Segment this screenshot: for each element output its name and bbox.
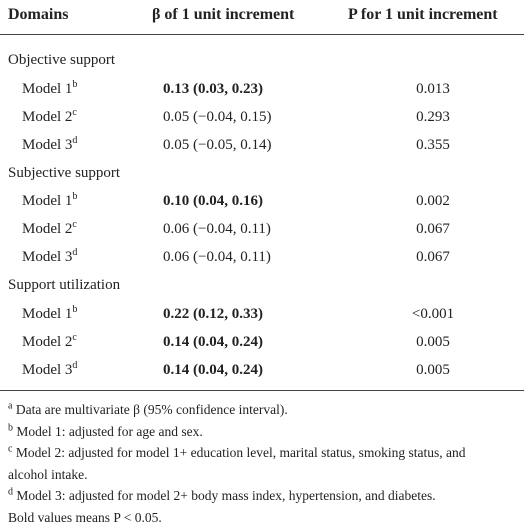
model-footnote-mark: b	[72, 78, 78, 90]
beta-value: 0.22 (0.12, 0.33)	[163, 305, 263, 322]
group-label: Subjective support	[8, 164, 121, 181]
model-name: Model 1	[22, 305, 73, 322]
model-cell: Model 1b	[22, 78, 78, 98]
model-footnote-mark: c	[72, 331, 77, 343]
footnote: b Model 1: adjusted for age and sex.	[8, 423, 203, 441]
group-label: Support utilization	[8, 277, 121, 293]
beta-value: 0.14 (0.04, 0.24)	[163, 333, 263, 350]
header-domains: Domains	[8, 6, 69, 23]
p-value: 0.293	[416, 108, 450, 125]
model-cell: Model 2c	[22, 106, 77, 126]
beta-value: 0.10 (0.04, 0.16)	[163, 193, 263, 209]
p-value: 0.067	[416, 249, 450, 265]
model-name: Model 2	[22, 108, 73, 125]
model-cell: Model 1b	[22, 303, 78, 323]
model-name: Model 1	[22, 193, 73, 209]
footnote-text: Model 2: adjusted for model 1+ education…	[15, 445, 466, 460]
model-footnote-mark: b	[72, 191, 78, 202]
footnote-mark: b	[8, 422, 13, 433]
beta-value: 0.06 (−0.04, 0.11)	[163, 249, 271, 265]
p-value: 0.355	[416, 136, 450, 153]
model-footnote-mark: d	[72, 247, 78, 258]
footnote-text: Model 1: adjusted for age and sex.	[16, 423, 203, 439]
model-cell: Model 1b	[22, 192, 77, 210]
beta-value: 0.13 (0.03, 0.23)	[163, 80, 263, 97]
footnote: Bold values means P < 0.05.	[8, 509, 162, 527]
model-cell: Model 3d	[22, 248, 77, 266]
model-cell: Model 2c	[22, 331, 77, 351]
header-beta: β of 1 unit increment	[152, 6, 295, 23]
footnote-text: Bold values means P < 0.05.	[8, 509, 162, 525]
header-p: P for 1 unit increment	[348, 6, 498, 23]
beta-value: 0.06 (−0.04, 0.11)	[163, 221, 271, 237]
p-value: <0.001	[411, 305, 455, 322]
beta-value: 0.05 (−0.05, 0.14)	[163, 136, 272, 153]
beta-value: 0.05 (−0.04, 0.15)	[163, 108, 272, 125]
footnote-mark: a	[8, 400, 13, 412]
p-value: 0.005	[416, 361, 450, 378]
footnote-mark: d	[8, 486, 13, 498]
bottom-rule	[0, 390, 524, 391]
model-cell: Model 3d	[22, 134, 78, 154]
model-footnote-mark: d	[72, 359, 78, 371]
model-name: Model 3	[22, 249, 73, 265]
footnote-text: Data are multivariate β (95% confidence …	[15, 402, 288, 417]
header-rule	[0, 34, 524, 35]
footnote-text: alcohol intake.	[8, 466, 88, 482]
p-value: 0.013	[416, 80, 450, 97]
model-footnote-mark: b	[72, 303, 78, 315]
footnote: alcohol intake.	[8, 466, 87, 484]
model-footnote-mark: c	[72, 219, 77, 230]
footnote: a Data are multivariate β (95% confidenc…	[8, 401, 288, 419]
model-cell: Model 2c	[22, 220, 77, 238]
footnote-text: Model 3: adjusted for model 2+ body mass…	[16, 488, 436, 503]
p-value: 0.002	[416, 193, 450, 209]
model-name: Model 3	[22, 361, 73, 378]
beta-value: 0.14 (0.04, 0.24)	[163, 361, 263, 378]
model-name: Model 3	[22, 136, 73, 153]
model-name: Model 2	[22, 221, 73, 237]
p-value: 0.005	[416, 333, 450, 350]
footnote: c Model 2: adjusted for model 1+ educati…	[8, 444, 465, 462]
model-name: Model 1	[22, 80, 73, 97]
footnote-mark: c	[8, 443, 13, 455]
model-name: Model 2	[22, 333, 73, 350]
model-footnote-mark: d	[72, 134, 78, 146]
footnote: d Model 3: adjusted for model 2+ body ma…	[8, 487, 436, 505]
model-cell: Model 3d	[22, 359, 78, 379]
p-value: 0.067	[416, 221, 450, 237]
group-label: Objective support	[8, 52, 116, 68]
model-footnote-mark: c	[72, 106, 77, 118]
